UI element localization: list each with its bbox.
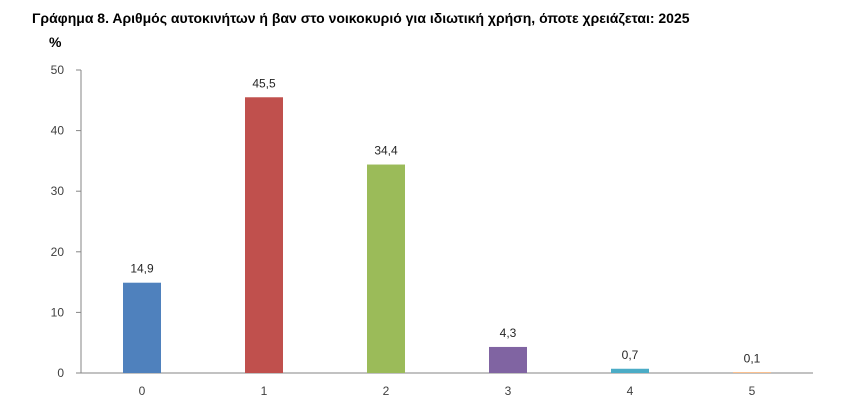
y-tick-label: 50: [51, 63, 65, 77]
data-label-5: 0,1: [744, 351, 761, 365]
bars: [123, 97, 771, 374]
x-tick-label-5: 5: [749, 384, 756, 398]
bar-1: [245, 97, 283, 374]
bar-4: [611, 368, 649, 373]
bar-2: [367, 164, 405, 373]
x-tick-label-0: 0: [139, 384, 146, 398]
x-tick-label-4: 4: [627, 384, 634, 398]
y-tick-label: 10: [51, 305, 65, 319]
bar-0: [123, 282, 161, 373]
data-label-4: 0,7: [622, 348, 639, 362]
x-axis: 0 1 2 3 4 5: [81, 372, 813, 398]
chart-title: Γράφημα 8. Αριθμός αυτοκινήτων ή βαν στο…: [32, 10, 690, 26]
data-label-0: 14,9: [130, 262, 154, 276]
y-axis-unit-label: %: [49, 34, 62, 50]
bar-5: [733, 372, 771, 373]
y-tick-label: 0: [57, 366, 64, 380]
y-tick-label: 20: [51, 245, 65, 259]
data-labels: 14,9 45,5 34,4 4,3 0,7 0,1: [130, 76, 760, 365]
data-label-3: 4,3: [500, 326, 517, 340]
x-tick-label-2: 2: [383, 384, 390, 398]
data-label-2: 34,4: [374, 144, 398, 158]
y-axis: 0 10 20 30 40 50: [51, 63, 82, 380]
y-tick-label: 30: [51, 184, 65, 198]
y-tick-label: 40: [51, 124, 65, 138]
data-label-1: 45,5: [252, 76, 276, 90]
x-tick-label-3: 3: [505, 384, 512, 398]
bar-3: [489, 346, 527, 373]
x-tick-label-1: 1: [261, 384, 268, 398]
